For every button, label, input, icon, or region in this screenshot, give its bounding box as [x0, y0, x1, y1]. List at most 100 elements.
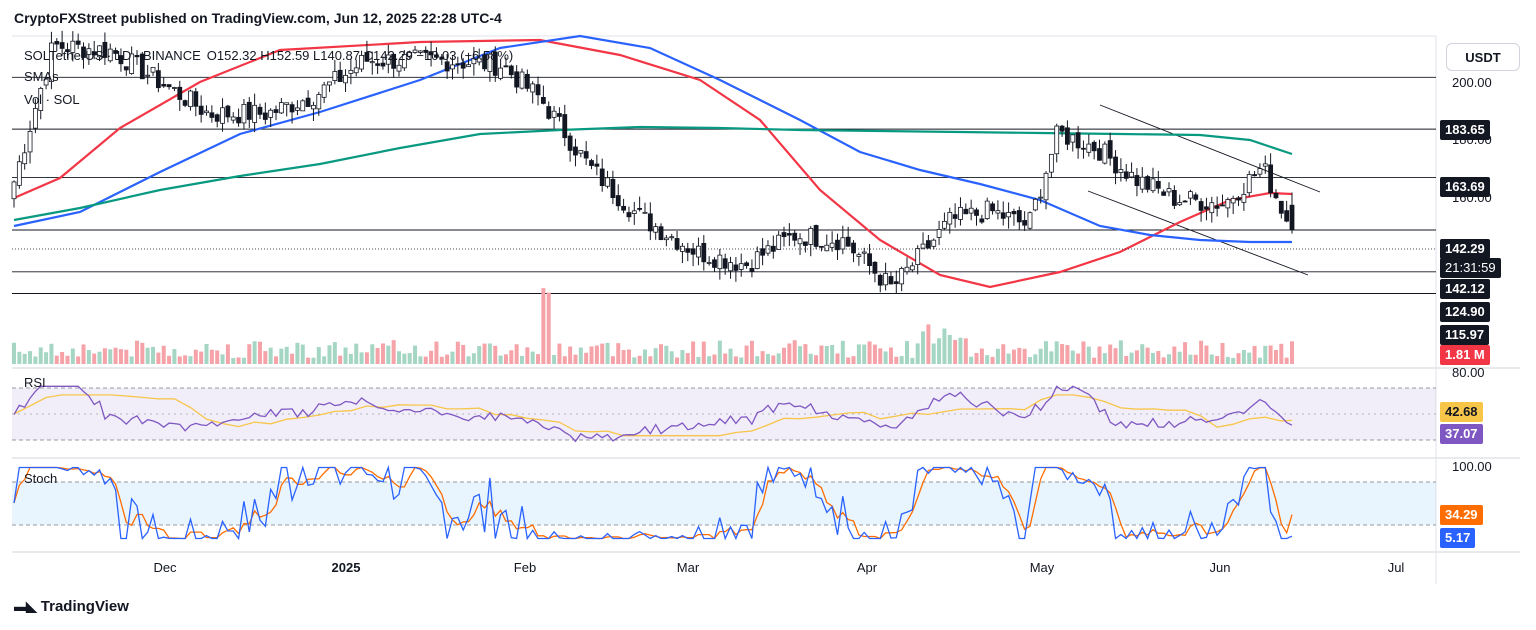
candle [685, 242, 691, 262]
volume-bar [279, 348, 284, 364]
candle [316, 91, 322, 116]
candle [1027, 211, 1033, 231]
candle-body [701, 242, 707, 263]
candle [567, 132, 573, 162]
volume-bar [659, 344, 664, 364]
volume-bar [1290, 341, 1294, 364]
candle-body [380, 62, 386, 67]
candle-body [551, 110, 557, 118]
tradingview-logo[interactable]: ▬◣ TradingView [14, 598, 129, 615]
volume-bars [12, 288, 1294, 364]
volume-bar [744, 345, 749, 364]
candle [637, 196, 643, 212]
volume-bar [450, 351, 455, 364]
candle [380, 56, 386, 70]
candle-body [1278, 200, 1284, 214]
volume-bar [290, 353, 295, 364]
candle-body [749, 268, 755, 272]
volume-bar [338, 355, 343, 364]
candle-body [1043, 172, 1049, 201]
candle [455, 56, 461, 74]
candle [161, 77, 167, 88]
volume-bar [723, 353, 728, 364]
candle-body [610, 178, 616, 198]
candle [391, 53, 397, 78]
volume-bar [803, 344, 808, 364]
volume-bar [648, 356, 653, 364]
candle-body [583, 151, 589, 159]
volume-bar [1268, 345, 1273, 364]
legend-symbol[interactable]: SOLTetherUS · 1D · BINANCE O152.32 H152.5… [24, 48, 513, 63]
candle [385, 44, 391, 74]
candle [295, 100, 300, 116]
volume-bar [974, 352, 979, 364]
volume-bar [808, 353, 813, 364]
candle-body [70, 40, 76, 53]
stoch-label[interactable]: Stoch [24, 471, 57, 486]
volume-bar [364, 352, 369, 364]
candle [573, 138, 578, 167]
volume-bar [274, 356, 279, 364]
candle [1220, 194, 1225, 207]
volume-bar [958, 337, 963, 364]
volume-bar [322, 356, 327, 364]
countdown-tag: 21:31:59 [1440, 258, 1501, 278]
volume-bar [466, 356, 471, 364]
volume-bar [626, 349, 631, 364]
candle [877, 273, 883, 293]
candle-body [979, 218, 985, 223]
candle [273, 105, 279, 121]
volume-bar [749, 340, 754, 364]
candle-body [1209, 202, 1215, 214]
candle-body [829, 242, 835, 248]
volume-bar [728, 348, 733, 364]
candle [214, 113, 220, 128]
volume-bar [129, 356, 134, 364]
candle [856, 252, 862, 266]
candle [861, 247, 867, 264]
volume-bar [856, 344, 861, 364]
volume-bar [1209, 354, 1214, 364]
time-label-apr: Apr [857, 560, 878, 575]
time-label-jul: Jul [1388, 560, 1405, 575]
channel-upper-line [1099, 104, 1321, 193]
volume-bar [712, 354, 717, 364]
volume-bar [70, 348, 75, 364]
candle [621, 198, 626, 214]
candle-body [412, 49, 418, 53]
candle [396, 59, 402, 77]
volume-tag: 1.81 M [1440, 345, 1490, 365]
volume-bar [263, 351, 268, 364]
candle [198, 95, 204, 123]
candle [278, 97, 284, 115]
volume-bar [1054, 341, 1059, 364]
candle [546, 101, 552, 120]
legend-smas[interactable]: SMAs [24, 69, 59, 84]
legend-volume[interactable]: Vol · SOL [24, 92, 80, 107]
volume-bar [183, 355, 188, 364]
candle-body [321, 84, 327, 98]
descending-channel[interactable] [1087, 104, 1321, 276]
candle [1268, 153, 1274, 198]
candles[interactable] [11, 30, 1295, 294]
currency-button[interactable]: USDT [1446, 43, 1520, 71]
rsi-label[interactable]: RSI [24, 375, 46, 390]
candle-body [27, 131, 33, 153]
volume-bar [455, 341, 460, 364]
candle [1177, 194, 1183, 207]
candle-body [995, 210, 1001, 214]
volume-bar [413, 345, 418, 364]
volume-bar [990, 356, 995, 364]
volume-bar [370, 344, 375, 364]
volume-bar [1220, 342, 1225, 364]
candle [241, 99, 247, 130]
candle-body [1107, 140, 1113, 159]
volume-bar [1011, 349, 1016, 364]
volume-bar [675, 357, 680, 364]
candle [1166, 182, 1172, 197]
volume-bar [92, 353, 97, 364]
candle [1246, 170, 1252, 197]
candle-body [696, 245, 701, 258]
candle-body [1214, 205, 1220, 209]
